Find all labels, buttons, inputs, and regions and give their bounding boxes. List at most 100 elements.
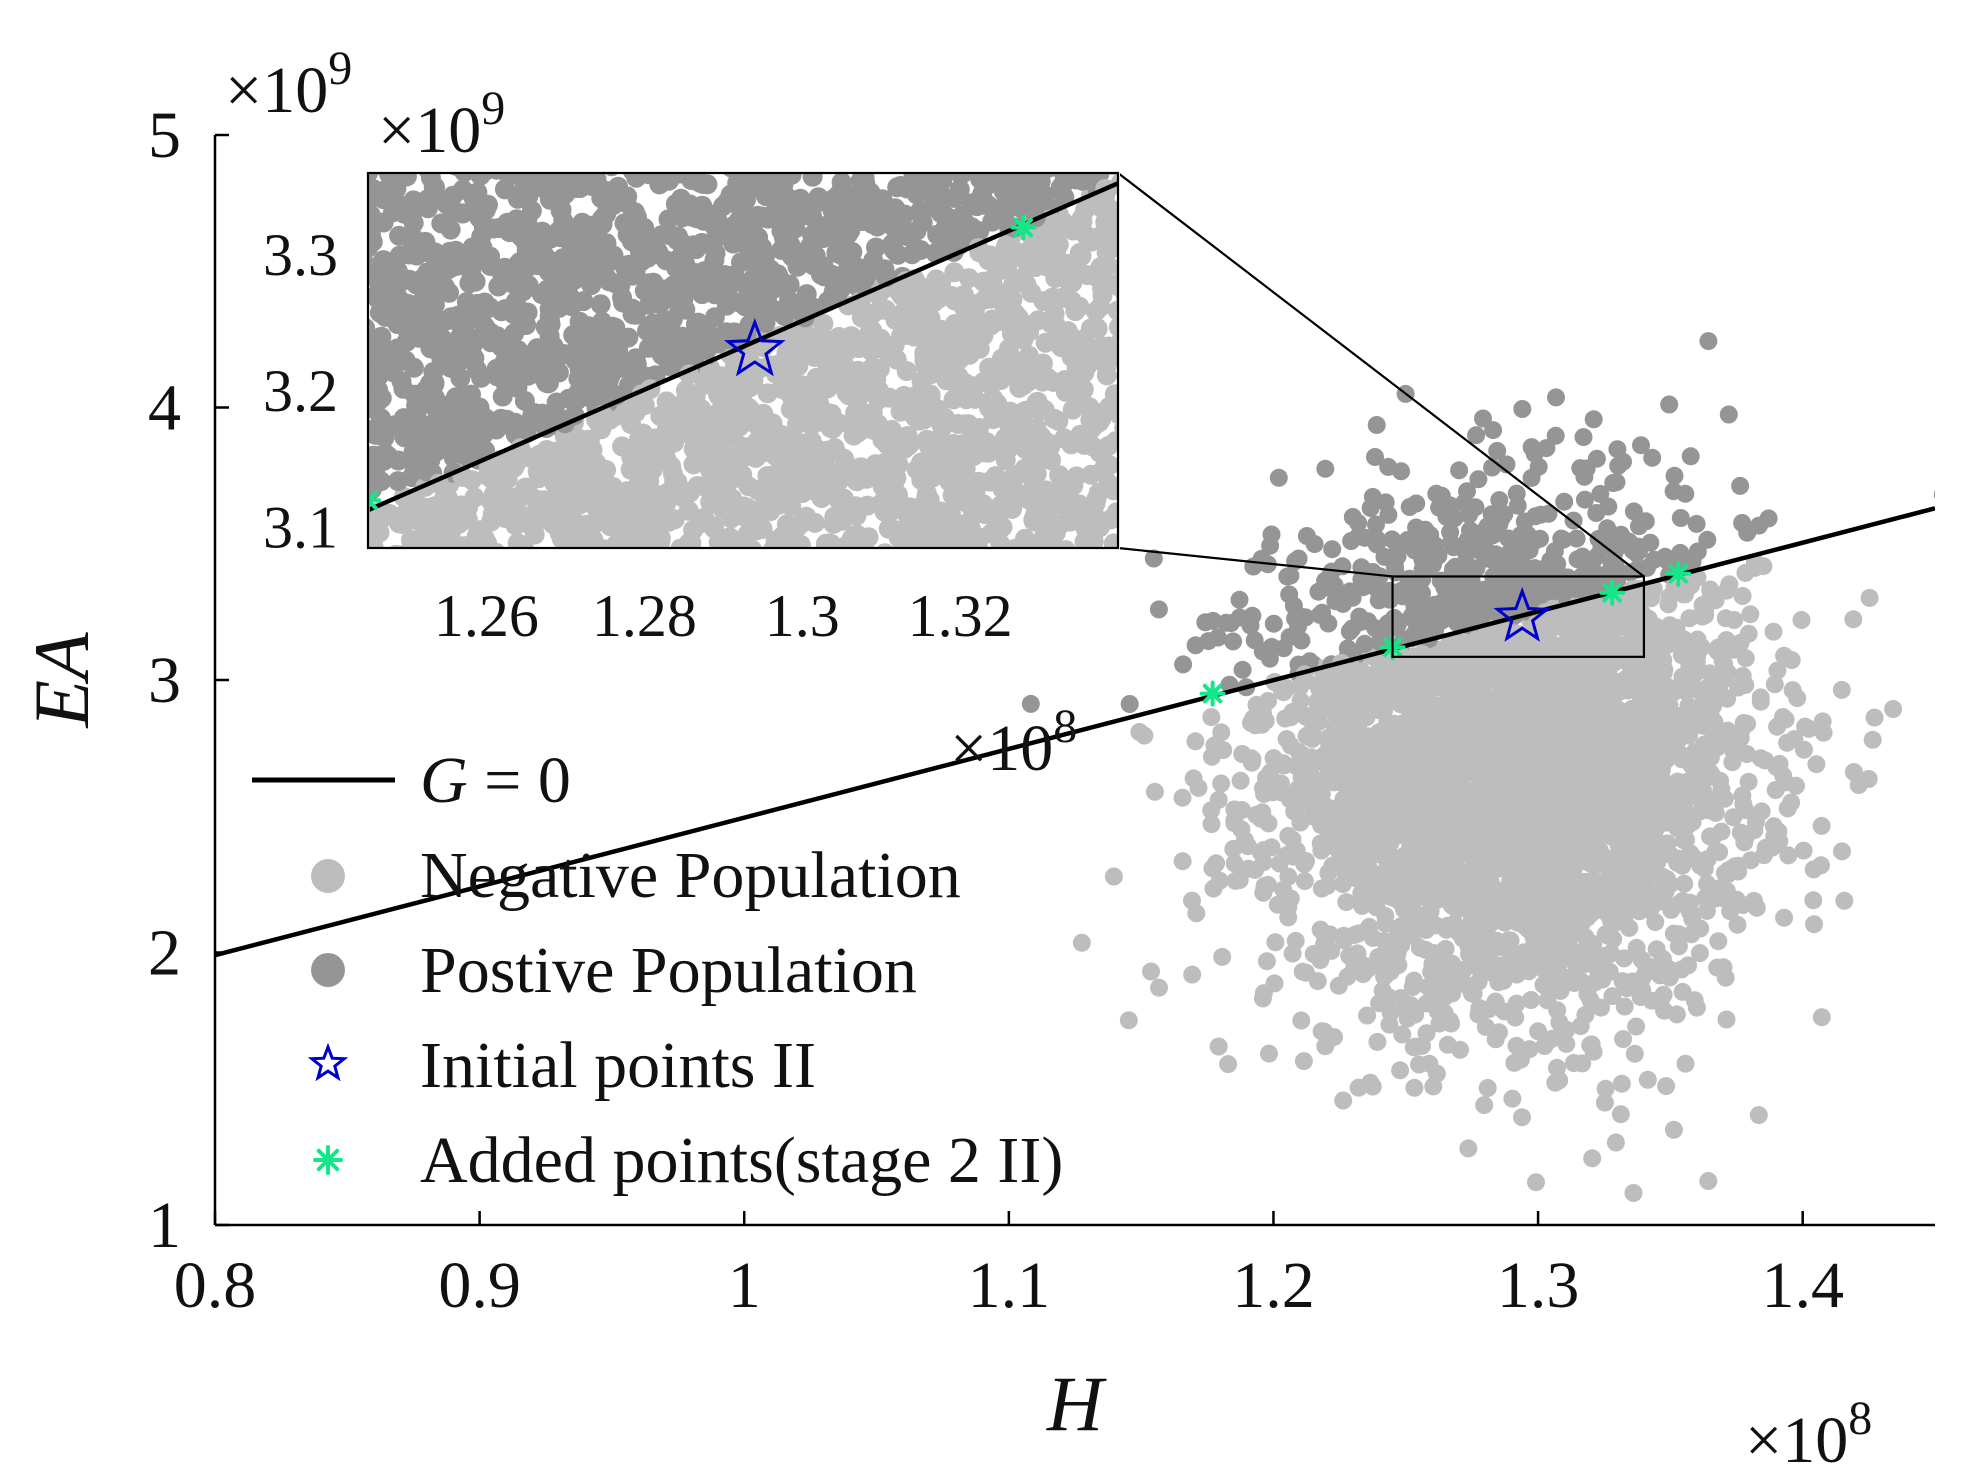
negative-population-point <box>1475 1096 1494 1115</box>
negative-population-point <box>1583 1149 1602 1168</box>
positive-population-point <box>1120 695 1139 713</box>
negative-population-point <box>1434 841 1453 860</box>
negative-population-point <box>1209 790 1228 809</box>
negative-population-point <box>1104 867 1123 886</box>
inset-negative-point <box>1126 317 1146 337</box>
negative-population-point <box>1213 947 1232 966</box>
positive-population-point <box>1224 632 1243 651</box>
negative-population-point <box>1391 808 1410 827</box>
negative-population-point <box>1405 1078 1424 1097</box>
negative-population-point <box>1568 827 1587 845</box>
negative-population-point <box>1805 915 1823 934</box>
negative-population-point <box>1752 802 1771 821</box>
negative-population-point <box>1441 1011 1459 1030</box>
negative-population-point <box>1239 837 1258 856</box>
positive-population-point <box>1230 590 1249 609</box>
negative-population-point <box>1557 1034 1576 1053</box>
negative-population-point <box>1788 689 1807 708</box>
positive-population-point <box>1260 649 1279 668</box>
inset-negative-point <box>535 549 555 569</box>
negative-population-point <box>1372 866 1390 885</box>
negative-population-point <box>1682 812 1701 831</box>
negative-population-point <box>1860 588 1879 607</box>
negative-population-point <box>1682 644 1701 663</box>
negative-population-point <box>1646 913 1665 932</box>
negative-population-point <box>1276 709 1295 728</box>
positive-population-point <box>1599 497 1618 516</box>
negative-population-point <box>1645 664 1664 683</box>
negative-population-point <box>1599 893 1618 912</box>
negative-population-point <box>1730 725 1749 744</box>
inset-positive-point <box>345 353 365 373</box>
negative-population-point <box>1279 908 1298 927</box>
negative-population-point <box>1430 663 1449 681</box>
negative-population-point <box>1291 691 1310 710</box>
negative-population-point <box>1640 861 1659 880</box>
negative-population-point <box>1554 943 1573 962</box>
negative-population-point <box>1423 781 1442 800</box>
positive-population-point <box>1488 441 1507 460</box>
positive-population-point <box>1731 476 1750 495</box>
negative-population-point <box>1557 698 1576 717</box>
added-point-marker <box>1199 680 1226 707</box>
negative-population-point <box>1525 934 1544 953</box>
negative-population-point <box>1477 963 1496 981</box>
inset-positive-point <box>345 225 365 245</box>
positive-population-point <box>1575 490 1594 509</box>
negative-population-point <box>1242 753 1261 772</box>
inset-negative-point <box>1126 326 1146 346</box>
negative-population-point <box>1491 882 1510 901</box>
negative-population-point <box>1279 867 1298 886</box>
positive-population-point <box>1149 600 1168 619</box>
negative-population-point <box>1523 714 1542 733</box>
negative-population-point <box>1442 1226 1460 1244</box>
negative-population-point <box>1596 1079 1615 1098</box>
negative-population-point <box>1422 962 1441 981</box>
negative-population-point <box>1624 870 1643 888</box>
negative-population-point <box>1725 611 1744 629</box>
positive-population-point <box>1584 410 1603 429</box>
negative-population-point <box>1631 661 1650 679</box>
inset-positive-point <box>833 151 853 171</box>
negative-population-point <box>1796 717 1815 736</box>
negative-population-point <box>1504 803 1522 822</box>
negative-population-point <box>1173 852 1192 871</box>
negative-population-point <box>1452 699 1470 718</box>
inset-positive-point <box>1034 150 1054 170</box>
negative-population-point <box>1844 763 1863 781</box>
positive-population-point <box>1467 559 1486 578</box>
negative-population-point <box>1775 908 1794 927</box>
inset-negative-point <box>1117 364 1118 373</box>
added-point-marker <box>1665 560 1692 587</box>
negative-population-point <box>1728 915 1747 934</box>
negative-population-point <box>1587 882 1606 901</box>
zoom-connector-bottom <box>1117 546 1393 578</box>
negative-population-point <box>1494 669 1513 688</box>
positive-population-point <box>1587 449 1606 468</box>
negative-population-point <box>1526 615 1545 634</box>
negative-population-point <box>1718 865 1737 884</box>
inset-positive-point <box>949 179 970 200</box>
negative-population-point <box>1329 976 1348 995</box>
negative-population-point <box>1381 833 1400 852</box>
negative-population-point <box>1595 1093 1614 1112</box>
negative-population-point <box>1775 646 1794 665</box>
negative-population-point <box>1527 1173 1545 1192</box>
negative-population-point <box>1529 1022 1548 1041</box>
negative-population-point <box>1294 1052 1313 1071</box>
positive-population-point <box>1319 578 1338 597</box>
negative-population-point <box>1489 693 1508 712</box>
negative-population-point <box>1708 958 1727 977</box>
y-exponent-label: ×109 <box>225 42 352 127</box>
negative-population-point <box>1779 846 1798 865</box>
positive-population-point <box>1021 694 1040 713</box>
negative-population-point <box>1359 858 1378 877</box>
inset-negative-point <box>699 548 719 568</box>
negative-population-point <box>1699 1172 1718 1190</box>
positive-population-point <box>1507 484 1526 503</box>
negative-population-point <box>1209 1037 1228 1056</box>
negative-population-point <box>1640 765 1659 784</box>
inset-negative-point <box>1125 193 1145 213</box>
inset-positive-point <box>336 212 356 232</box>
